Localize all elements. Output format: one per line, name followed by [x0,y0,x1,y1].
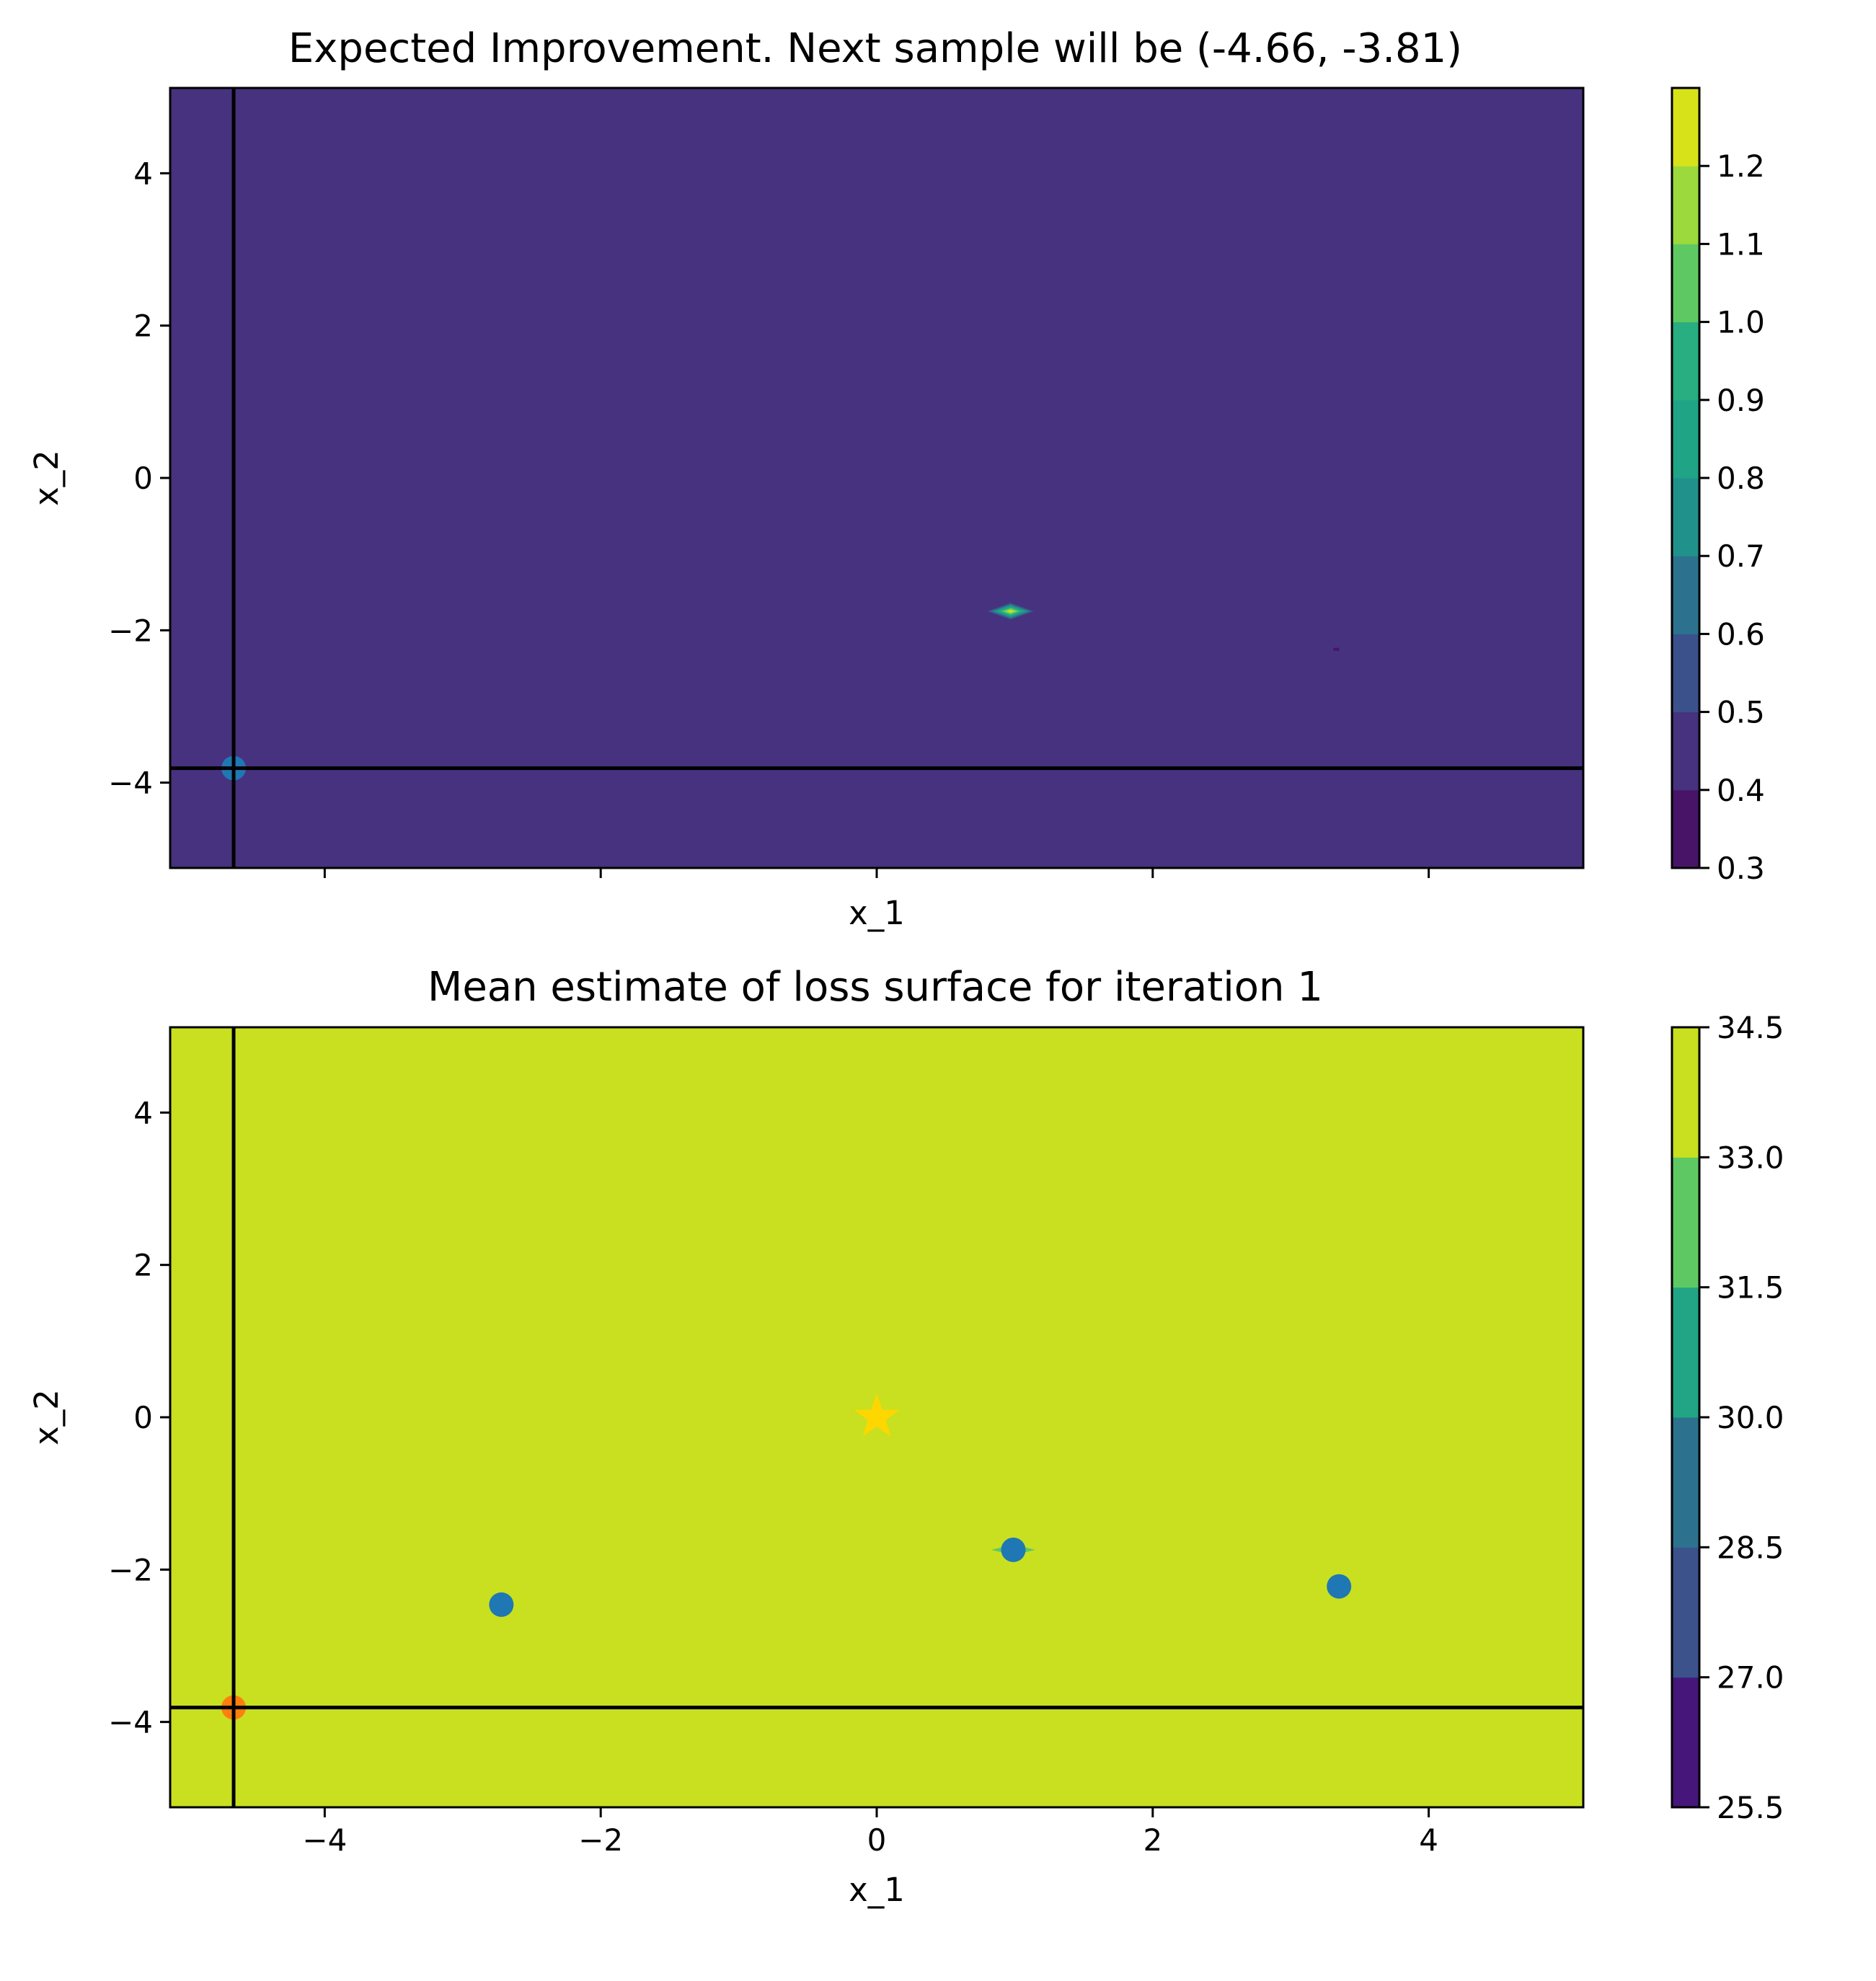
ei-features [987,603,1340,651]
ei-colorbar-band-4 [1672,478,1699,557]
mean-x-tick-label-0: −4 [302,1822,347,1858]
mean-colorbar-band-1 [1672,1547,1699,1678]
ei-colorbar-band-3 [1672,556,1699,634]
mean-colorbar-band-3 [1672,1287,1699,1418]
mean-y-tick-label-1: −2 [108,1552,153,1587]
ei-colorbar-tick-label-3: 0.6 [1717,616,1765,652]
mean-y-tick-label-4: 4 [133,1095,153,1130]
mean-x-tick-label-2: 0 [867,1822,887,1858]
ei-colorbar-band-8 [1672,166,1699,244]
mean-y-tick-label-3: 2 [133,1248,153,1283]
mean-sample-point-0 [489,1592,514,1617]
mean-colorbar-tick-label-5: 33.0 [1717,1140,1784,1175]
ei-y-tick-label-1: −2 [108,613,153,648]
ei-colorbar-band-0 [1672,789,1699,869]
ei-colorbar-tick-label-1: 0.4 [1717,773,1765,808]
mean-colorbar: 25.5 27.0 28.5 30.0 31.5 33.0 34.5 [1671,1010,1784,1825]
mean-colorbar-tick-label-1: 27.0 [1717,1660,1784,1696]
mean-optimum-star [854,1393,900,1437]
mean-x-ticks: −4 −2 0 2 4 [302,1807,1438,1858]
ei-colorbar-band-5 [1672,399,1699,479]
ei-x-ticks [323,868,1430,878]
ei-colorbar-tick-label-8: 1.1 [1717,226,1765,262]
ei-colorbar-band-7 [1672,244,1699,323]
ei-colorbar-tick-label-9: 1.2 [1717,149,1765,184]
ei-y-ticks: −4 −2 0 2 4 [108,156,170,801]
mean-colorbar-band-2 [1672,1417,1699,1548]
mean-sample-point-2 [1327,1574,1352,1599]
mean-y-tick-label-0: −4 [108,1705,153,1740]
mean-x-tick-label-1: −2 [578,1822,623,1858]
mean-colorbar-tick-label-2: 28.5 [1717,1530,1784,1565]
mean-title: Mean estimate of loss surface for iterat… [428,964,1323,1011]
ei-y-tick-label-2: 0 [133,461,153,496]
mean-marks [170,1027,1583,1807]
ei-y-tick-label-0: −4 [108,766,153,801]
ei-colorbar-tick-label-4: 0.7 [1717,539,1765,574]
mean-x-label: x_1 [849,1871,905,1909]
mean-sample-point-1 [1001,1537,1026,1562]
ei-marks [170,88,1583,868]
mean-colorbar-band-0 [1672,1677,1699,1808]
ei-x-label: x_1 [849,894,905,932]
mean-x-tick-label-4: 4 [1419,1822,1438,1858]
mean-colorbar-tick-label-6: 34.5 [1717,1010,1784,1045]
ei-title: Expected Improvement. Next sample will b… [288,25,1462,72]
ei-colorbar-tick-label-7: 1.0 [1717,305,1765,340]
mean-y-ticks: −4 −2 0 2 4 [108,1095,170,1740]
ei-colorbar-band-6 [1672,322,1699,401]
mean-colorbar-tick-label-4: 31.5 [1717,1270,1784,1306]
mean-colorbar-tick-label-0: 25.5 [1717,1790,1784,1825]
ei-dip-contour-1 [1333,647,1340,651]
mean-colorbar-band-4 [1672,1157,1699,1288]
mean-panel: Mean estimate of loss surface for iterat… [27,964,1784,1909]
mean-colorbar-band-5 [1672,1027,1699,1158]
ei-background [170,88,1583,868]
ei-colorbar-tick-label-2: 0.5 [1717,695,1765,730]
ei-colorbar-tick-label-5: 0.8 [1717,461,1765,496]
mean-y-tick-label-2: 0 [133,1400,153,1435]
mean-colorbar-tick-label-3: 30.0 [1717,1400,1784,1435]
ei-peak-contour-7 [1007,610,1014,613]
ei-colorbar-band-2 [1672,634,1699,713]
ei-colorbar-band-9 [1672,88,1699,167]
mean-y-label: x_2 [27,1389,66,1445]
mean-x-tick-label-3: 2 [1143,1822,1162,1858]
ei-colorbar: 0.3 0.4 0.5 0.6 0.7 0.8 0.9 1.0 1.1 1.2 [1671,87,1765,886]
ei-y-label: x_2 [27,450,66,506]
ei-colorbar-band-1 [1672,712,1699,791]
ei-colorbar-tick-label-6: 0.9 [1717,383,1765,418]
ei-colorbar-tick-label-0: 0.3 [1717,851,1765,886]
ei-y-tick-label-4: 4 [133,156,153,191]
ei-panel: Expected Improvement. Next sample will b… [27,25,1765,932]
ei-y-tick-label-3: 2 [133,309,153,344]
